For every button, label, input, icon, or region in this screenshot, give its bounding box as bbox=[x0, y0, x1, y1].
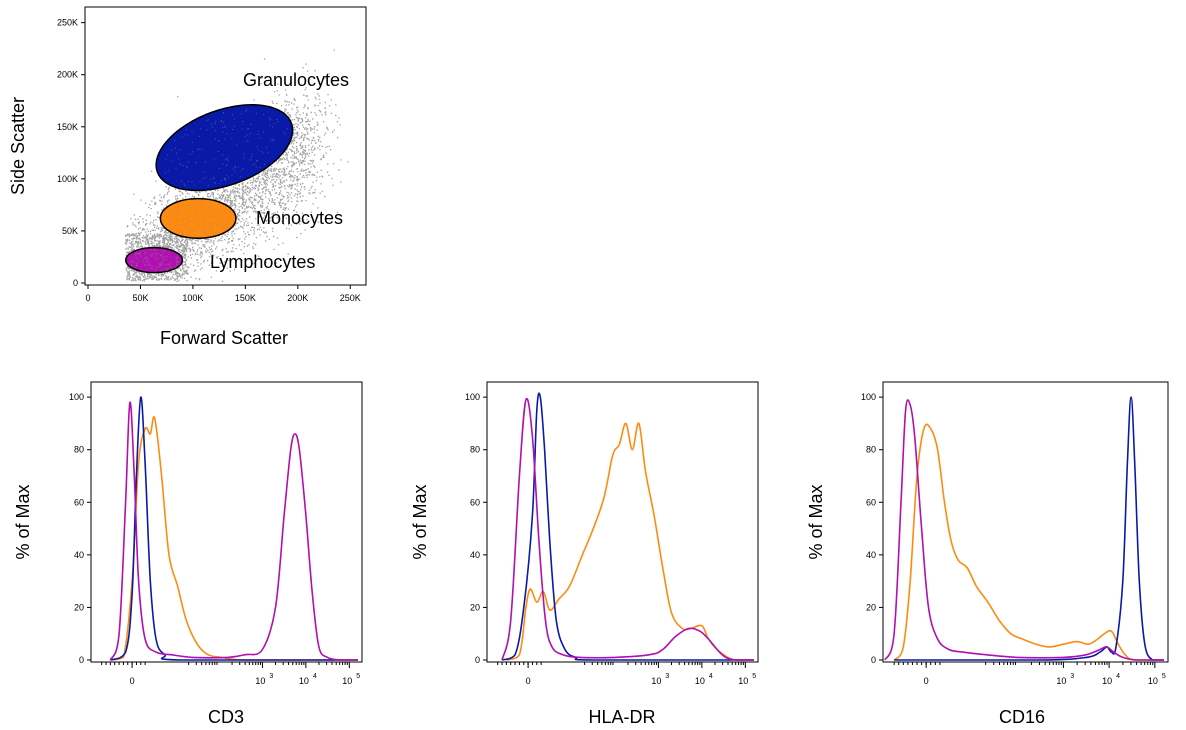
hist-y-tick-label: 80 bbox=[470, 445, 480, 455]
histogram-cd3-content: 0 20 40 60 80 100 0 10 3 10 4 10 5 bbox=[69, 392, 360, 686]
histogram-cd16-x-axis-label: CD16 bbox=[999, 707, 1045, 727]
scatter-y-tick-label: 250K bbox=[57, 18, 78, 28]
hist-y-tick-label: 60 bbox=[470, 497, 480, 507]
scatter-ticks: 0 50K 100K 150K 200K 250K 0 50K 100K 150K 200K 250K bbox=[57, 18, 361, 303]
hist-y-tick-label: 40 bbox=[866, 550, 876, 560]
hist-x-tick-exponent: 3 bbox=[1070, 673, 1074, 680]
scatter-gates bbox=[125, 104, 294, 274]
hist-x-tick-label: 0 bbox=[526, 676, 531, 686]
scatter-x-tick-label: 200K bbox=[287, 293, 308, 303]
histogram-cd16: 0 20 40 60 80 100 0 10 3 10 4 10 5 CD16 % of Max bbox=[806, 381, 1169, 727]
gate-label-granulocytes: Granulocytes bbox=[243, 70, 349, 90]
hist-x-tick-label: 10 bbox=[255, 676, 265, 686]
hist-y-tick-label: 0 bbox=[475, 655, 480, 665]
hist-y-tick-label: 0 bbox=[871, 655, 876, 665]
histogram-cd3-x-axis-label: CD3 bbox=[208, 707, 244, 727]
hist-cd16-series-0 bbox=[893, 423, 1164, 661]
hist-x-tick-label: 10 bbox=[342, 676, 352, 686]
hist-x-tick-exponent: 4 bbox=[1116, 673, 1120, 680]
gate-granulocytes bbox=[155, 104, 294, 192]
hist-y-tick-label: 60 bbox=[866, 497, 876, 507]
hist-x-tick-label: 10 bbox=[738, 676, 748, 686]
hist-x-tick-label: 0 bbox=[924, 676, 929, 686]
hist-y-tick-label: 20 bbox=[74, 602, 84, 612]
gate-ellipse-granulocytes bbox=[155, 104, 294, 192]
hist-hla-dr-series-2 bbox=[501, 397, 754, 661]
scatter-plot: 0 50K 100K 150K 200K 250K 0 50K 100K 150K 200K 250K… bbox=[8, 6, 367, 348]
hist-x-tick-exponent: 5 bbox=[1162, 673, 1166, 680]
hist-y-tick-label: 80 bbox=[866, 445, 876, 455]
hist-x-tick-exponent: 3 bbox=[269, 673, 273, 680]
histogram-hla-dr: 0 20 40 60 80 100 0 10 3 10 4 10 5 HLA-DR % of Max bbox=[410, 381, 759, 727]
scatter-x-tick-label: 150K bbox=[235, 293, 256, 303]
scatter-y-tick-label: 50K bbox=[62, 226, 78, 236]
gate-label-lymphocytes: Lymphocytes bbox=[210, 252, 315, 272]
hist-cd3-series-1 bbox=[110, 396, 358, 661]
hist-x-tick-label: 0 bbox=[130, 676, 135, 686]
hist-x-tick-label: 10 bbox=[1148, 676, 1158, 686]
hist-x-tick-label: 10 bbox=[1102, 676, 1112, 686]
scatter-x-tick-label: 0 bbox=[85, 293, 90, 303]
scatter-y-tick-label: 150K bbox=[57, 122, 78, 132]
hist-x-tick-label: 10 bbox=[299, 676, 309, 686]
scatter-x-tick-label: 250K bbox=[340, 293, 361, 303]
hist-y-tick-label: 100 bbox=[465, 392, 480, 402]
scatter-y-axis-label: Side Scatter bbox=[8, 97, 28, 195]
hist-y-tick-label: 0 bbox=[79, 655, 84, 665]
scatter-x-axis-label: Forward Scatter bbox=[160, 328, 288, 348]
scatter-y-tick-label: 0 bbox=[73, 278, 78, 288]
histogram-hla-dr-x-axis-label: HLA-DR bbox=[588, 707, 655, 727]
histogram-cd16-content: 0 20 40 60 80 100 0 10 3 10 4 10 5 bbox=[861, 392, 1166, 686]
hist-cd16-series-2 bbox=[884, 399, 1164, 661]
gate-ellipse-lymphocytes bbox=[125, 246, 184, 274]
histogram-cd3-y-axis-label: % of Max bbox=[13, 484, 33, 559]
histogram-hla-dr-y-axis-label: % of Max bbox=[410, 484, 430, 559]
hist-y-tick-label: 40 bbox=[470, 550, 480, 560]
hist-x-tick-exponent: 4 bbox=[709, 673, 713, 680]
scatter-x-tick-label: 100K bbox=[182, 293, 203, 303]
hist-x-tick-exponent: 4 bbox=[313, 673, 317, 680]
hist-x-tick-exponent: 3 bbox=[665, 673, 669, 680]
gate-lymphocytes bbox=[125, 246, 184, 274]
hist-x-tick-label: 10 bbox=[695, 676, 705, 686]
hist-y-tick-label: 100 bbox=[861, 392, 876, 402]
hist-hla-dr-series-1 bbox=[501, 392, 754, 661]
hist-cd3-series-2 bbox=[109, 401, 358, 661]
hist-y-tick-label: 60 bbox=[74, 497, 84, 507]
hist-x-tick-label: 10 bbox=[651, 676, 661, 686]
scatter-y-tick-label: 100K bbox=[57, 174, 78, 184]
hist-y-tick-label: 80 bbox=[74, 445, 84, 455]
scatter-y-tick-label: 200K bbox=[57, 70, 78, 80]
scatter-x-tick-label: 50K bbox=[132, 293, 148, 303]
histogram-hla-dr-frame bbox=[486, 381, 759, 663]
histogram-cd16-y-axis-label: % of Max bbox=[806, 484, 826, 559]
hist-y-tick-label: 20 bbox=[470, 602, 480, 612]
hist-x-tick-exponent: 5 bbox=[752, 673, 756, 680]
hist-y-tick-label: 20 bbox=[866, 602, 876, 612]
hist-y-tick-label: 100 bbox=[69, 392, 84, 402]
hist-cd16-series-1 bbox=[894, 396, 1164, 661]
hist-y-tick-label: 40 bbox=[74, 550, 84, 560]
hist-hla-dr-series-0 bbox=[506, 422, 754, 661]
gate-ellipse-monocytes bbox=[159, 197, 237, 239]
hist-x-tick-label: 10 bbox=[1056, 676, 1066, 686]
gate-label-monocytes: Monocytes bbox=[256, 208, 343, 228]
hist-x-tick-exponent: 5 bbox=[356, 673, 360, 680]
histogram-cd3: 0 20 40 60 80 100 0 10 3 10 4 10 5 CD3 % of Max bbox=[13, 381, 363, 727]
histogram-hla-dr-content: 0 20 40 60 80 100 0 10 3 10 4 10 5 bbox=[465, 392, 756, 686]
gate-monocytes bbox=[159, 197, 237, 239]
